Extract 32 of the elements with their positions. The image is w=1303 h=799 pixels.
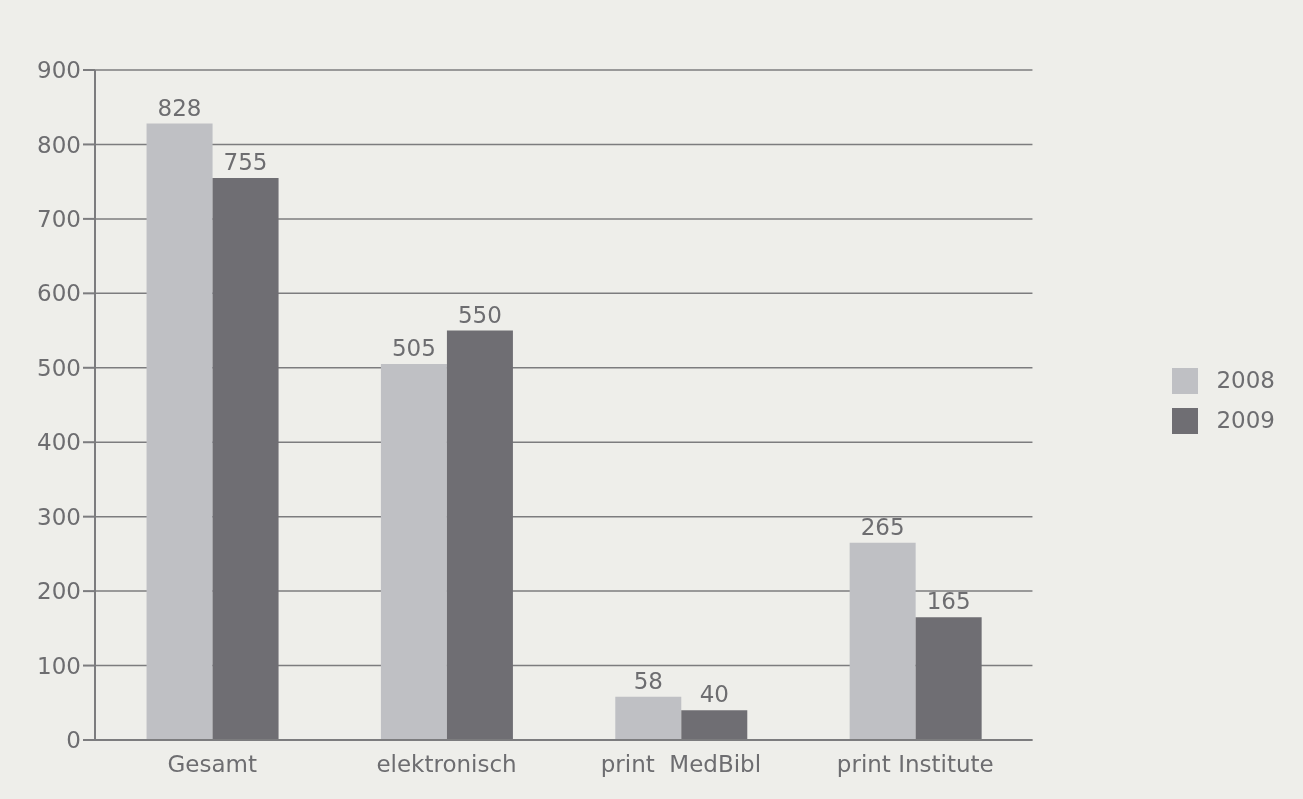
bar — [212, 177, 279, 740]
y-tick-label: 600 — [37, 280, 81, 307]
bar — [915, 617, 982, 740]
data-label: 40 — [699, 681, 729, 708]
y-tick-label: 300 — [37, 503, 81, 530]
y-tick-label: 800 — [37, 131, 81, 158]
y-tick-label: 100 — [37, 652, 81, 679]
x-tick-label: elektronisch — [376, 751, 517, 777]
bar — [446, 330, 513, 740]
data-label: 165 — [926, 588, 971, 615]
y-tick-label: 200 — [37, 578, 81, 605]
y-tick-label: 0 — [66, 727, 81, 754]
bar — [146, 123, 213, 740]
data-label: 828 — [157, 94, 202, 121]
data-label: 58 — [633, 667, 663, 694]
y-tick-label: 500 — [37, 354, 81, 381]
x-tick-label: print Institute — [836, 751, 994, 777]
data-label: 265 — [860, 513, 905, 540]
x-tick-label: Gesamt — [167, 751, 257, 777]
data-label: 755 — [223, 148, 268, 175]
legend-label: 2008 — [1216, 366, 1275, 393]
data-label: 550 — [457, 301, 502, 328]
bar — [681, 710, 748, 740]
bar — [849, 542, 916, 740]
legend-label: 2009 — [1216, 406, 1275, 433]
bar — [380, 364, 447, 740]
x-tick-label: print MedBibl — [600, 751, 762, 777]
data-label: 505 — [391, 335, 436, 362]
bar — [615, 696, 682, 740]
y-tick-label: 400 — [37, 429, 81, 456]
y-tick-label: 900 — [37, 57, 81, 84]
y-tick-label: 700 — [37, 206, 81, 233]
